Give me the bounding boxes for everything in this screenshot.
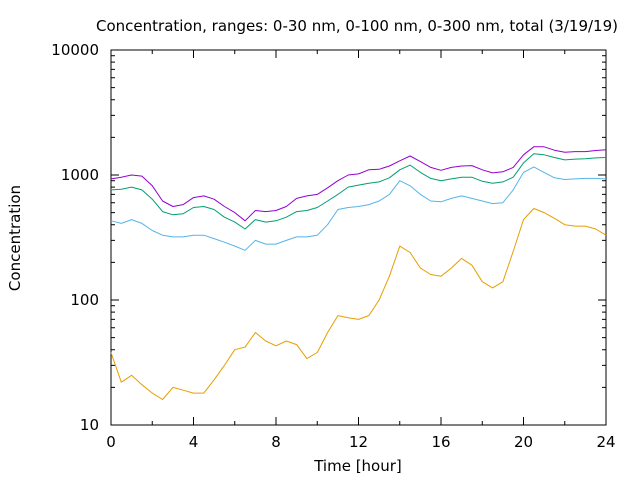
y-axis-label: Concentration — [6, 185, 24, 291]
x-axis-label: Time [hour] — [313, 457, 402, 475]
x-tick-label: 0 — [106, 433, 116, 451]
x-tick-label: 20 — [514, 433, 533, 451]
plot-frame — [110, 49, 607, 426]
x-tick-label: 4 — [189, 433, 199, 451]
x-tick-label: 8 — [271, 433, 281, 451]
series-line-4 — [110, 208, 607, 400]
series-line-1 — [110, 146, 607, 222]
series-line-3 — [110, 166, 607, 251]
axis-ticks: 0 4 8 12 16 20 24 10 100 1000 10000 — [51, 41, 615, 451]
x-tick-label: 16 — [431, 433, 450, 451]
series-line-2 — [110, 153, 607, 230]
y-tick-label: 10 — [80, 416, 99, 434]
y-tick-label: 100 — [70, 291, 99, 309]
chart-title: Concentration, ranges: 0-30 nm, 0-100 nm… — [96, 17, 618, 35]
x-tick-label: 12 — [349, 433, 368, 451]
series-layer — [110, 146, 607, 400]
x-tick-label: 24 — [596, 433, 615, 451]
y-tick-label: 1000 — [61, 166, 99, 184]
y-tick-label: 10000 — [51, 41, 99, 59]
